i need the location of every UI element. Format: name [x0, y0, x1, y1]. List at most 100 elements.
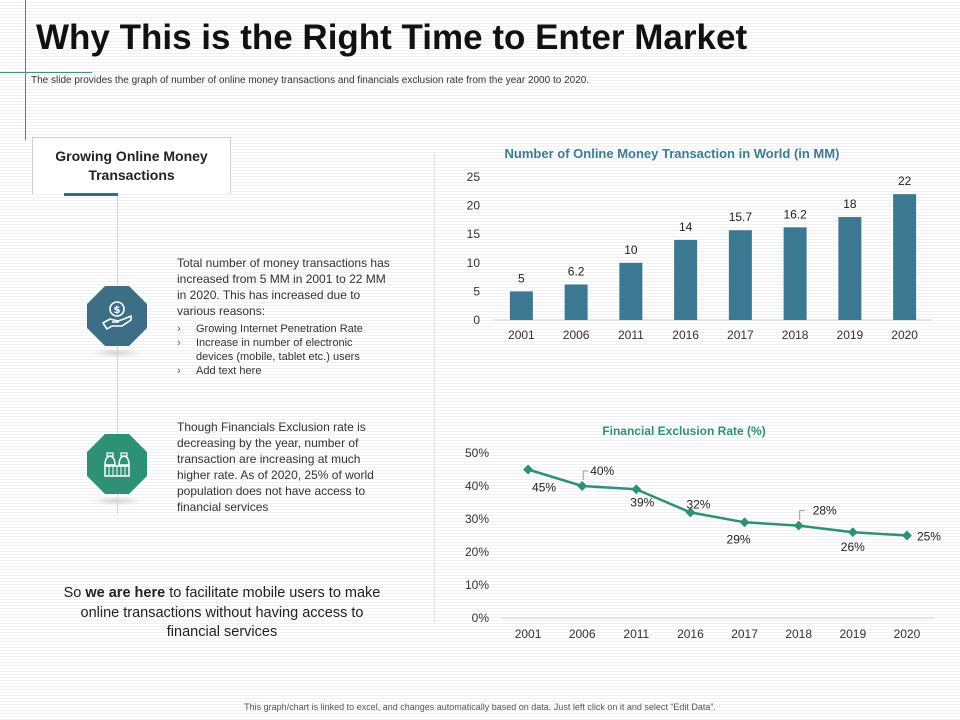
bar	[619, 262, 643, 320]
data-point	[577, 481, 588, 491]
data-point	[847, 527, 858, 538]
point-value-label: 40%	[590, 464, 614, 478]
bar	[838, 217, 862, 320]
y-tick-label: 15	[467, 227, 481, 241]
y-tick-label: 40%	[465, 479, 489, 493]
transactions-description: Total number of money transactions has i…	[177, 256, 390, 318]
conclusion-suffix: to facilitate mobile users to make onlin…	[80, 585, 381, 640]
bar-value-label: 10	[624, 243, 638, 257]
money-bags-glyph	[104, 452, 130, 477]
label-leader-line	[582, 470, 589, 480]
list-item-text: Growing Internet Penetration Rate	[196, 323, 363, 335]
exclusion-description: Though Financials Exclusion rate is decr…	[177, 420, 374, 514]
bar-chart-canvas: 0 5 10 15 20 25 5 2001 6.2 2006 10 2011 14 2016 15.7 20…	[467, 170, 932, 342]
panel-divider	[434, 152, 435, 622]
point-value-label: 29%	[727, 532, 751, 546]
page-subtitle: The slide provides the graph of number o…	[31, 75, 590, 86]
x-tick-label: 2006	[569, 627, 596, 641]
bar-value-label: 6.2	[568, 265, 585, 279]
data-point	[739, 517, 750, 528]
bullet-chevron-icon: ›	[177, 365, 181, 377]
money-bags-icon	[87, 434, 147, 494]
y-tick-label: 20%	[465, 545, 489, 559]
point-value-label: 28%	[813, 504, 837, 518]
label-leader-line	[799, 510, 805, 520]
bullet-chevron-icon: ›	[177, 323, 181, 335]
bar-value-label: 16.2	[783, 207, 807, 221]
data-point	[631, 484, 642, 495]
data-point	[523, 464, 534, 475]
bar-value-label: 15.7	[729, 210, 753, 224]
y-tick-label: 5	[473, 284, 480, 298]
point-value-label: 39%	[630, 495, 654, 509]
x-tick-label: 2016	[672, 328, 699, 342]
icon-shadow	[91, 496, 143, 506]
y-tick-label: 0%	[472, 611, 490, 625]
point-value-label: 32%	[686, 497, 710, 511]
bullet-chevron-icon: ›	[177, 337, 181, 349]
corner-accent-vertical	[25, 0, 26, 140]
bar-value-label: 18	[843, 197, 857, 211]
list-item: › Growing Internet Penetration Rate	[177, 322, 392, 336]
bar-value-label: 14	[679, 220, 693, 234]
conclusion-text: So we are here to facilitate mobile user…	[52, 584, 392, 643]
bar	[728, 230, 752, 320]
data-point	[685, 507, 696, 518]
data-point	[793, 520, 804, 531]
y-tick-label: 10%	[465, 578, 489, 592]
money-hand-glyph: $	[102, 301, 132, 330]
x-tick-label: 2020	[891, 328, 918, 342]
series-line	[527, 468, 908, 537]
bar-value-label: 5	[518, 271, 525, 285]
icon-shadow	[91, 348, 143, 358]
y-tick-label: 50%	[465, 446, 489, 460]
x-tick-label: 2011	[623, 627, 649, 641]
exclusion-line-chart: Financial Exclusion Rate (%) 0% 10% 20% 30%…	[436, 418, 960, 650]
y-tick-label: 20	[467, 199, 481, 213]
y-tick-label: 0	[473, 313, 480, 327]
bar	[674, 239, 698, 320]
x-tick-label: 2011	[618, 328, 644, 342]
conclusion-emphasis: we are here	[85, 585, 166, 601]
x-tick-label: 2017	[731, 627, 758, 641]
section-heading-box: Growing Online Money Transactions	[32, 137, 231, 194]
x-tick-label: 2020	[894, 627, 921, 641]
corner-accent-horizontal	[0, 72, 92, 73]
point-value-label: 26%	[841, 540, 865, 554]
conclusion-prefix: So	[63, 585, 86, 601]
list-item: › Increase in number of electronic devic…	[177, 336, 392, 364]
x-tick-label: 2016	[677, 627, 704, 641]
line-chart-canvas: 0% 10% 20% 30% 40% 50% 45% 2001 40% 2006 39% 2011 32…	[465, 446, 941, 641]
point-value-label: 25%	[917, 530, 941, 544]
x-tick-label: 2019	[839, 627, 866, 641]
svg-text:$: $	[114, 305, 121, 316]
page-title: Why This is the Right Time to Enter Mark…	[36, 18, 748, 57]
list-item-text: Increase in number of electronic devices…	[196, 337, 360, 363]
line-chart-title: Financial Exclusion Rate (%)	[602, 424, 766, 438]
x-tick-label: 2017	[727, 328, 754, 342]
x-tick-label: 2001	[508, 328, 535, 342]
heading-underline	[64, 193, 118, 196]
x-tick-label: 2001	[515, 627, 542, 641]
y-tick-label: 30%	[465, 512, 489, 526]
bar	[893, 194, 917, 320]
x-tick-label: 2006	[563, 328, 590, 342]
bar	[783, 227, 807, 320]
point-value-label: 45%	[532, 481, 556, 495]
x-tick-label: 2019	[837, 328, 864, 342]
list-item: › Add text here	[177, 364, 392, 378]
bar-chart-title: Number of Online Money Transaction in Wo…	[504, 146, 840, 161]
list-item-text: Add text here	[196, 365, 262, 377]
y-tick-label: 25	[467, 170, 481, 184]
transactions-bar-chart: Number of Online Money Transaction in Wo…	[436, 140, 960, 370]
section-heading: Growing Online Money Transactions	[55, 148, 208, 183]
footer-note: This graph/chart is linked to excel, and…	[244, 702, 716, 712]
y-tick-label: 10	[467, 256, 481, 270]
x-tick-label: 2018	[785, 627, 812, 641]
bar-value-label: 22	[898, 174, 912, 188]
reasons-list: › Growing Internet Penetration Rate › In…	[177, 322, 392, 378]
bar	[564, 284, 588, 320]
data-point	[901, 530, 912, 541]
money-hand-icon: $	[87, 286, 147, 346]
bar	[509, 291, 533, 320]
